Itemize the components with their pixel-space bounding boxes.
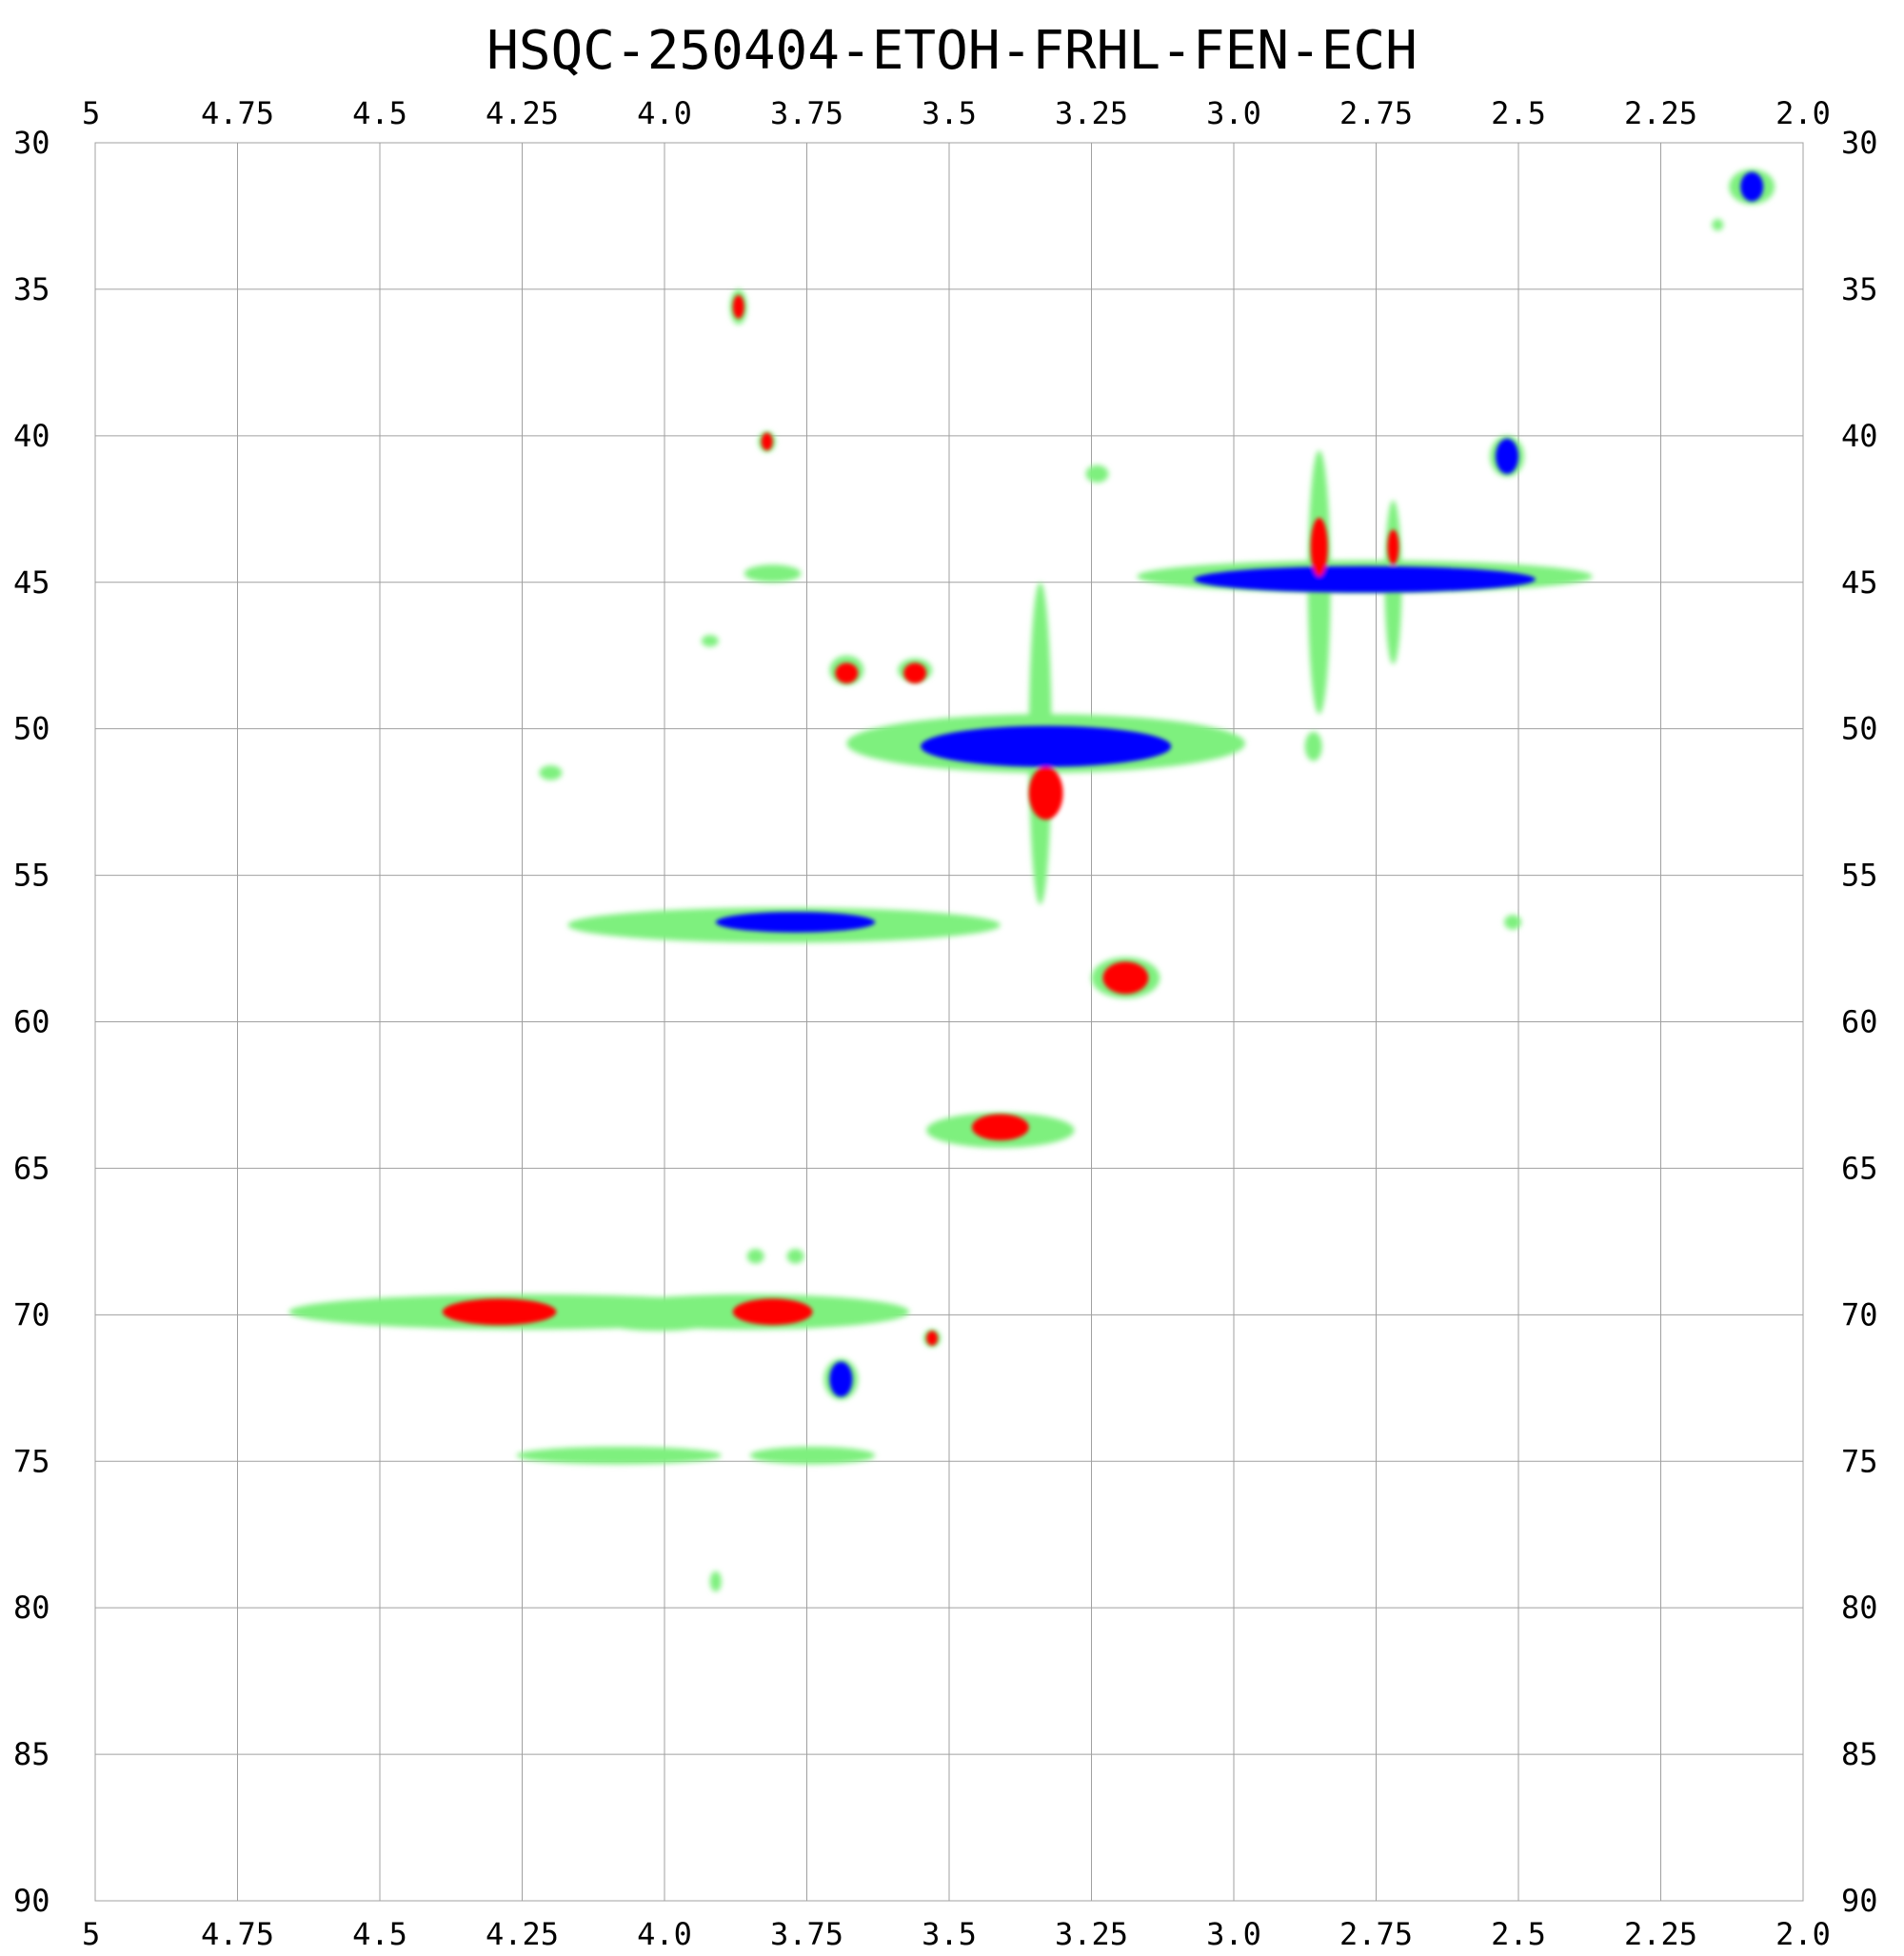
y-tick-label-right: 70 — [1841, 1296, 1878, 1333]
y-tick-label-left: 55 — [13, 858, 50, 894]
chart-title: HSQC-250404-ETOH-FRHL-FEN-ECH — [486, 20, 1418, 82]
y-tick-label-left: 65 — [13, 1150, 50, 1186]
y-tick-label-right: 40 — [1841, 418, 1878, 454]
y-tick-label-right: 65 — [1841, 1150, 1878, 1186]
x-tick-label-bottom: 5 — [82, 1916, 100, 1951]
outer-contour-region — [1304, 731, 1322, 761]
peak-positive — [761, 432, 773, 451]
x-tick-label-bottom: 4.25 — [486, 1916, 559, 1951]
peak-positive — [971, 1114, 1029, 1141]
y-tick-label-right: 50 — [1841, 711, 1878, 747]
outer-contour-region — [516, 1446, 722, 1465]
peak-positive — [926, 1331, 939, 1346]
x-tick-label-top: 4.0 — [637, 95, 692, 131]
outer-contour-region — [744, 564, 802, 583]
y-tick-label-left: 45 — [13, 564, 50, 601]
x-tick-label-top: 2.0 — [1775, 95, 1831, 131]
x-tick-label-top: 2.25 — [1624, 95, 1697, 131]
y-tick-label-right: 85 — [1841, 1736, 1878, 1772]
outer-contour-region — [1504, 915, 1521, 930]
x-tick-label-top: 4.25 — [486, 95, 559, 131]
outer-contour-region — [1085, 464, 1109, 484]
peak-positive — [1102, 961, 1149, 995]
outer-contour-region — [602, 1310, 716, 1332]
y-tick-label-left: 40 — [13, 418, 50, 454]
y-tick-label-left: 60 — [13, 1004, 50, 1040]
x-tick-label-bottom: 3.5 — [922, 1916, 977, 1951]
x-tick-label-bottom: 2.75 — [1339, 1916, 1413, 1951]
plot-area-frame — [94, 142, 1804, 1902]
x-tick-label-bottom: 4.0 — [637, 1916, 692, 1951]
x-tick-label-top: 5 — [82, 95, 100, 131]
peak-negative — [715, 912, 876, 933]
outer-contour-region — [539, 765, 563, 780]
x-tick-label-bottom: 4.5 — [352, 1916, 407, 1951]
y-tick-label-left: 70 — [13, 1296, 50, 1333]
outer-contour-region — [746, 1249, 764, 1264]
y-tick-label-right: 30 — [1841, 125, 1878, 161]
outer-contour-layer — [288, 168, 1775, 1592]
y-tick-label-right: 90 — [1841, 1883, 1878, 1919]
peak-positive — [442, 1298, 557, 1326]
outer-contour-region — [701, 635, 719, 647]
outer-contour-region — [786, 1249, 804, 1264]
x-tick-label-bottom: 3.25 — [1055, 1916, 1128, 1951]
peak-positive — [732, 1298, 813, 1326]
x-tick-label-top: 3.25 — [1055, 95, 1128, 131]
peak-positive — [835, 662, 859, 683]
peak-negative — [1740, 171, 1764, 202]
y-tick-label-left: 90 — [13, 1883, 50, 1919]
grid-lines — [94, 142, 1804, 1902]
x-tick-label-top: 2.75 — [1339, 95, 1413, 131]
x-tick-label-top: 2.5 — [1491, 95, 1546, 131]
outer-contour-region — [709, 1571, 722, 1592]
y-tick-label-right: 45 — [1841, 564, 1878, 601]
x-tick-label-bottom: 2.5 — [1491, 1916, 1546, 1951]
peak-negative — [1496, 438, 1519, 474]
peak-positive — [732, 295, 744, 319]
axis-tick-labels: 554.754.754.54.54.254.254.04.03.753.753.… — [13, 95, 1878, 1952]
x-tick-label-bottom: 3.0 — [1206, 1916, 1261, 1951]
outer-contour-region — [1712, 219, 1724, 231]
y-tick-label-right: 75 — [1841, 1443, 1878, 1479]
x-tick-label-bottom: 4.75 — [201, 1916, 274, 1951]
x-tick-label-top: 4.75 — [201, 95, 274, 131]
peak-positive — [1028, 766, 1063, 820]
x-tick-label-bottom: 2.0 — [1775, 1916, 1831, 1951]
x-tick-label-bottom: 3.75 — [770, 1916, 843, 1951]
y-tick-label-left: 75 — [13, 1443, 50, 1479]
y-tick-label-left: 30 — [13, 125, 50, 161]
peak-positive — [1387, 529, 1399, 565]
y-tick-label-left: 50 — [13, 711, 50, 747]
y-tick-label-right: 35 — [1841, 271, 1878, 307]
y-tick-label-left: 35 — [13, 271, 50, 307]
x-tick-label-top: 3.5 — [922, 95, 977, 131]
y-tick-label-left: 85 — [13, 1736, 50, 1772]
peak-positive — [903, 662, 927, 683]
outer-contour-region — [749, 1446, 876, 1465]
y-tick-label-right: 55 — [1841, 858, 1878, 894]
x-tick-label-bottom: 2.25 — [1624, 1916, 1697, 1951]
peak-negative — [829, 1361, 853, 1397]
peak-layer — [442, 171, 1764, 1397]
y-tick-label-left: 80 — [13, 1590, 50, 1626]
x-tick-label-top: 4.5 — [352, 95, 407, 131]
peak-negative — [1194, 565, 1536, 593]
x-tick-label-top: 3.0 — [1206, 95, 1261, 131]
peak-positive — [1310, 518, 1328, 577]
y-tick-label-right: 60 — [1841, 1004, 1878, 1040]
peak-negative — [921, 725, 1172, 767]
y-tick-label-right: 80 — [1841, 1590, 1878, 1626]
x-tick-label-top: 3.75 — [770, 95, 843, 131]
